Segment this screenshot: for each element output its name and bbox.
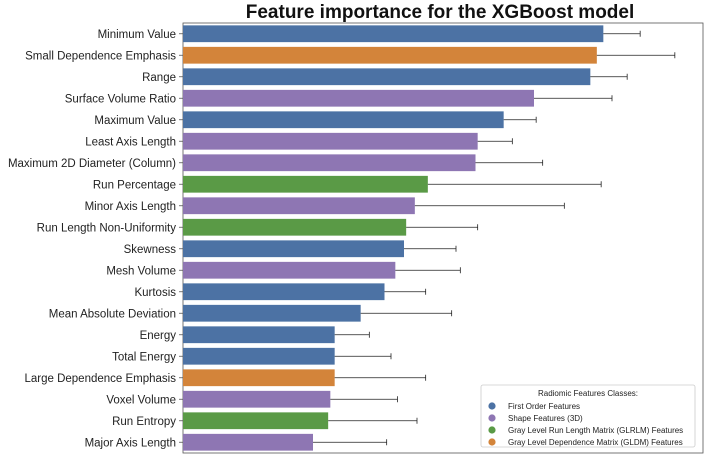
legend-label-first: First Order Features <box>508 402 580 411</box>
y-tick-label-15: Total Energy <box>112 351 176 363</box>
y-tick-label-12: Kurtosis <box>134 287 176 299</box>
bar-1 <box>183 46 597 64</box>
y-tick-label-9: Run Length Non-Uniformity <box>37 222 177 234</box>
legend-marker-first <box>488 402 496 410</box>
bar-4 <box>183 111 504 129</box>
y-tick-label-16: Large Dependence Emphasis <box>24 373 176 385</box>
y-tick-label-8: Minor Axis Length <box>85 201 176 213</box>
legend-entries: First Order Features Shape Features (3D) G… <box>488 402 683 447</box>
legend: Radiomic Features Classes: First Order F… <box>480 384 696 448</box>
legend-label-gldm: Gray Level Dependence Matrix (GLDM) Feat… <box>508 438 683 447</box>
bar-7 <box>183 175 428 193</box>
y-tick-label-3: Surface Volume Ratio <box>65 93 176 105</box>
y-tick-label-11: Mesh Volume <box>106 265 176 277</box>
bar-3 <box>183 89 534 107</box>
y-tick-label-5: Least Axis Length <box>85 136 176 148</box>
bar-12 <box>183 283 385 301</box>
y-tick-label-2: Range <box>142 72 176 84</box>
legend-marker-gldm <box>488 438 496 446</box>
bar-11 <box>183 261 396 279</box>
y-tick-label-4: Maximum Value <box>94 115 176 127</box>
bar-18 <box>183 412 329 430</box>
legend-marker-glrlm <box>488 426 496 434</box>
y-tick-label-13: Mean Absolute Deviation <box>49 308 176 320</box>
bar-9 <box>183 218 407 236</box>
y-tick-label-19: Major Axis Length <box>85 437 176 449</box>
bar-5 <box>183 132 478 150</box>
bar-8 <box>183 197 415 215</box>
y-tick-label-6: Maximum 2D Diameter (Column) <box>8 158 176 170</box>
bar-10 <box>183 240 404 258</box>
y-tick-label-1: Small Dependence Emphasis <box>25 50 176 62</box>
legend-title: Radiomic Features Classes: <box>538 389 638 398</box>
bar-2 <box>183 68 591 86</box>
plot-frame <box>182 22 704 454</box>
y-tick-label-7: Run Percentage <box>93 179 176 191</box>
y-tick-labels: Minimum Value Small Dependence Emphasis Ra… <box>8 29 183 449</box>
y-tick-label-10: Skewness <box>124 244 177 256</box>
y-tick-label-0: Minimum Value <box>98 29 176 41</box>
bars-group <box>183 25 604 451</box>
plot-area <box>182 22 704 454</box>
bar-6 <box>183 154 476 172</box>
bar-19 <box>183 433 313 451</box>
error-bars-group <box>313 30 676 446</box>
bar-17 <box>183 390 331 408</box>
y-tick-label-18: Run Entropy <box>112 416 176 428</box>
legend-marker-shape <box>488 414 496 422</box>
y-tick-label-14: Energy <box>140 330 177 342</box>
y-tick-label-17: Voxel Volume <box>106 394 176 406</box>
bar-0 <box>183 25 604 43</box>
bar-13 <box>183 304 361 322</box>
legend-box <box>480 384 696 448</box>
bar-14 <box>183 326 335 344</box>
bar-15 <box>183 347 335 365</box>
legend-label-glrlm: Gray Level Run Length Matrix (GLRLM) Fea… <box>508 426 683 435</box>
legend-label-shape: Shape Features (3D) <box>508 414 583 423</box>
chart-title: Feature importance for the XGBoost model <box>246 2 635 23</box>
bar-16 <box>183 369 335 387</box>
